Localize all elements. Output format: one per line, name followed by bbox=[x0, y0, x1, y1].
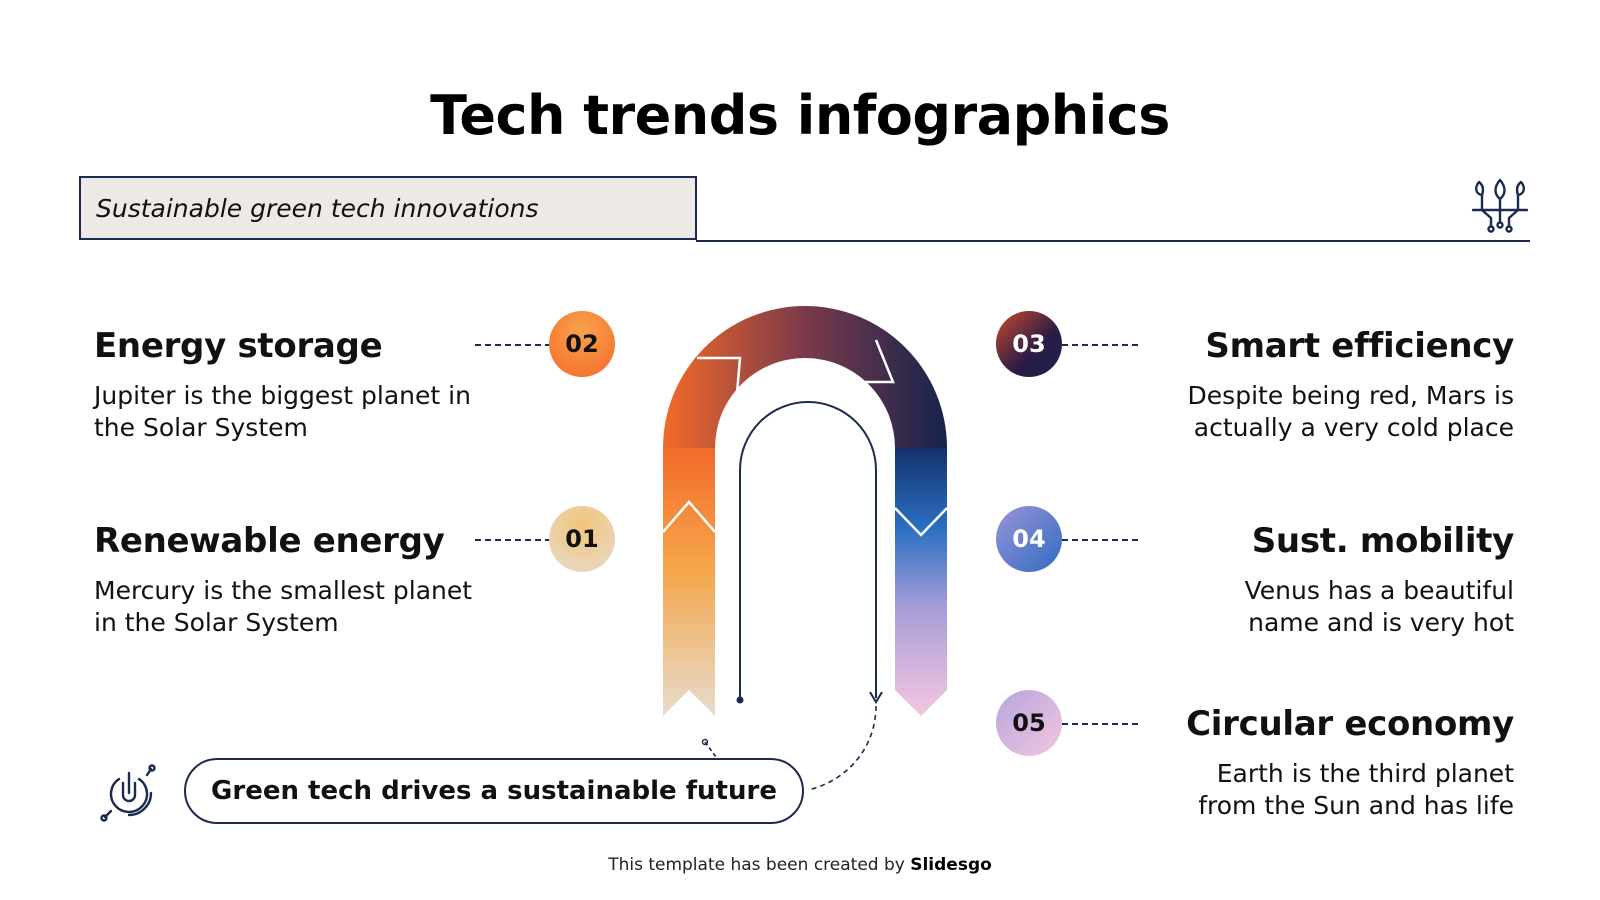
connector-01 bbox=[475, 539, 551, 541]
number-badge-05: 05 bbox=[996, 690, 1062, 756]
arch-left-band bbox=[663, 448, 715, 716]
footer-prefix: This template has been created by bbox=[608, 855, 905, 875]
arch-right-band bbox=[895, 448, 947, 716]
item-01-desc: Mercury is the smallest planet in the So… bbox=[94, 576, 473, 637]
item-04-desc: Venus has a beautiful name and is very h… bbox=[1244, 576, 1514, 637]
connector-02 bbox=[475, 344, 551, 346]
item-02-title: Energy storage bbox=[94, 326, 383, 366]
connector-03 bbox=[1062, 344, 1138, 346]
header-divider bbox=[696, 240, 1530, 242]
item-03-title: Smart efficiency bbox=[1205, 326, 1514, 366]
connector-04 bbox=[1062, 539, 1138, 541]
subtitle-text: Sustainable green tech innovations bbox=[96, 194, 539, 223]
item-04-title: Sust. mobility bbox=[1251, 521, 1515, 561]
number-badge-04: 04 bbox=[996, 506, 1062, 572]
plant-circuit-icon bbox=[1471, 178, 1529, 233]
number-badge-02: 02 bbox=[549, 311, 615, 377]
arch-top-band bbox=[663, 306, 947, 448]
item-05-title: Circular economy bbox=[1186, 704, 1514, 744]
number-badge-01: 01 bbox=[549, 506, 615, 572]
subtitle-banner: Sustainable green tech innovations bbox=[79, 176, 697, 240]
conclusion-pill: Green tech drives a sustainable future bbox=[184, 758, 804, 824]
footer-brand[interactable]: Slidesgo bbox=[910, 855, 992, 875]
item-02-desc: Jupiter is the biggest planet in the Sol… bbox=[94, 381, 471, 442]
number-badge-03: 03 bbox=[996, 311, 1062, 377]
item-03-desc: Despite being red, Mars is actually a ve… bbox=[1187, 381, 1514, 442]
item-01-title: Renewable energy bbox=[94, 521, 445, 561]
footer-credit: This template has been created by Slides… bbox=[0, 855, 1600, 875]
page-title: Tech trends infographics bbox=[430, 84, 1170, 147]
inner-path-line bbox=[739, 401, 877, 700]
power-circuit-icon bbox=[100, 764, 156, 822]
item-05-desc: Earth is the third planet from the Sun a… bbox=[1198, 759, 1514, 820]
connector-05 bbox=[1062, 723, 1138, 725]
